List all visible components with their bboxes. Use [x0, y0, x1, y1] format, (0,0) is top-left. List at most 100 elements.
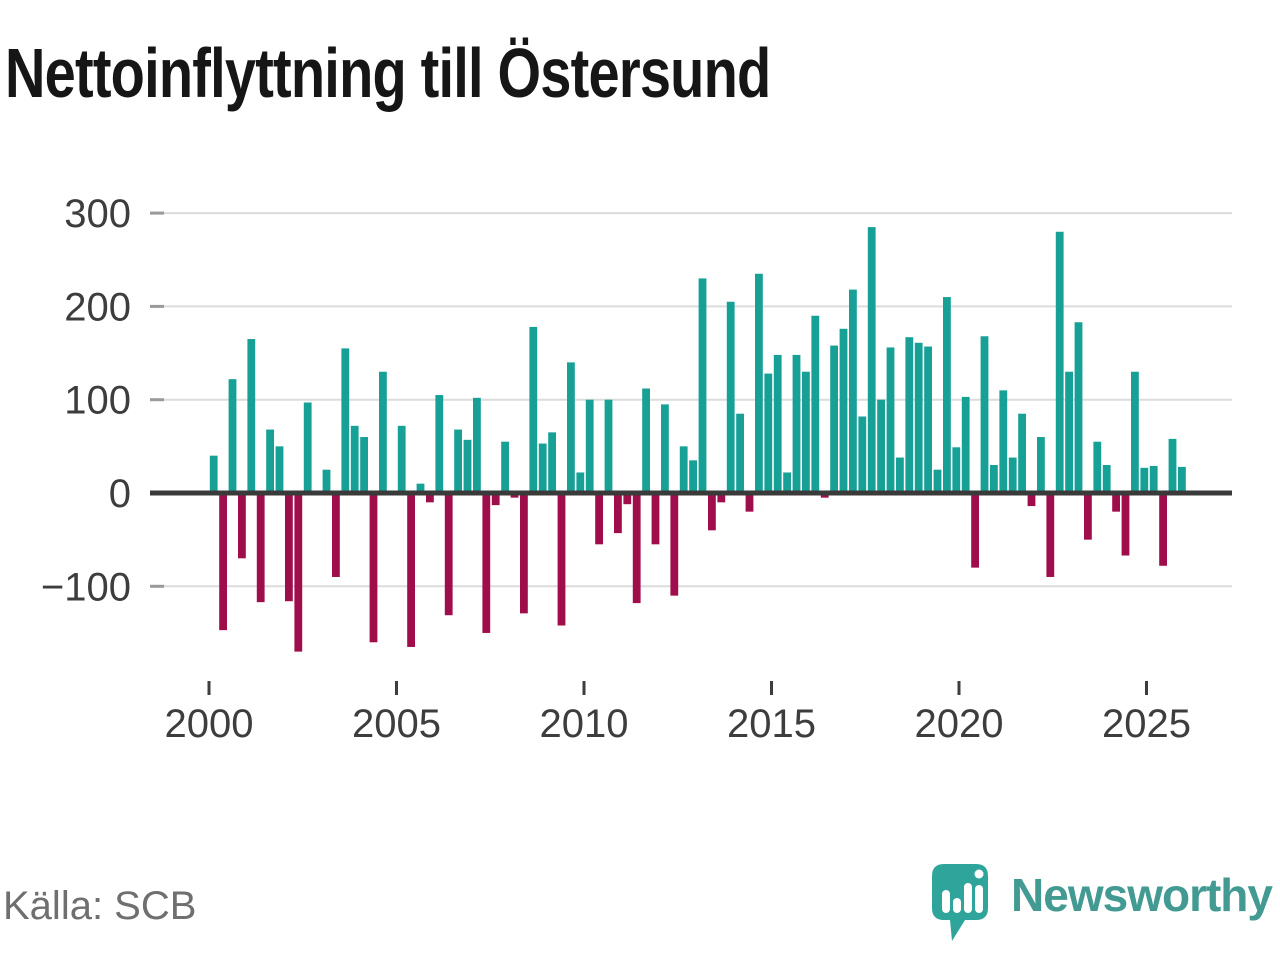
bar: [802, 371, 810, 493]
bar: [454, 429, 462, 493]
bar: [303, 402, 312, 493]
bar: [726, 301, 735, 493]
bar: [416, 483, 425, 493]
y-axis-label: 200: [64, 285, 131, 329]
x-axis-label: 2020: [915, 702, 1004, 746]
bar: [849, 289, 857, 493]
bar: [360, 437, 368, 493]
bar: [651, 493, 660, 545]
bar: [482, 493, 491, 633]
bar: [247, 339, 256, 493]
bar: [209, 455, 218, 493]
bar: [905, 337, 914, 493]
bar: [1112, 493, 1120, 512]
bar: [614, 493, 622, 534]
bar: [256, 493, 265, 603]
bar: [858, 416, 867, 493]
y-axis-label: 100: [64, 379, 131, 423]
bar: [867, 227, 876, 493]
y-axis-label: 0: [109, 472, 131, 516]
x-axis-label: 2000: [165, 702, 254, 746]
bar: [1008, 457, 1017, 493]
bar: [369, 493, 378, 643]
bar: [896, 457, 904, 493]
bar: [238, 493, 246, 559]
bar: [773, 354, 782, 493]
bar: [698, 278, 707, 493]
bar: [538, 443, 547, 493]
bar: [379, 371, 387, 493]
bar: [529, 326, 538, 493]
bar: [783, 472, 791, 493]
chart-title: Nettoinflyttning till Östersund: [5, 34, 771, 112]
newsworthy-logo: Newsworthy: [929, 858, 1273, 948]
bar: [755, 273, 763, 493]
bar: [1102, 465, 1111, 493]
bar: [764, 373, 773, 493]
bar: [961, 396, 970, 493]
bar: [1065, 371, 1073, 493]
bar: [341, 348, 350, 493]
bar: [473, 397, 481, 493]
bar: [980, 336, 989, 493]
bar: [990, 465, 998, 493]
bar: [952, 447, 961, 493]
bar: [839, 328, 848, 493]
bar: [501, 441, 509, 493]
bar: [1027, 493, 1036, 507]
bar: [1037, 437, 1045, 493]
bar: [679, 446, 688, 493]
bar: [1093, 441, 1102, 493]
bar: [548, 432, 556, 493]
bar: [1131, 371, 1139, 493]
bar: [350, 425, 359, 493]
source-note: Källa: SCB: [3, 884, 197, 928]
bar: [294, 493, 303, 652]
bar: [567, 362, 575, 493]
bar: [1178, 466, 1186, 493]
y-axis-label: 300: [64, 192, 131, 236]
newsworthy-speech-bubble-chart-icon: [932, 864, 989, 941]
bar: [1018, 413, 1026, 493]
bar: [285, 493, 293, 602]
bar: [407, 493, 415, 647]
bar: [914, 342, 923, 493]
bar: [971, 493, 979, 568]
bar: [943, 297, 951, 493]
bar: [322, 469, 331, 493]
bar: [1046, 493, 1055, 577]
bar: [444, 493, 453, 616]
bar: [576, 472, 585, 493]
bar: [792, 354, 801, 493]
bar: [877, 399, 885, 493]
bar: [632, 493, 641, 604]
brand-name: Newsworthy: [1011, 869, 1273, 921]
bar: [708, 493, 716, 531]
bar: [623, 493, 632, 505]
x-axis-label: 2015: [727, 702, 816, 746]
bar: [1084, 493, 1092, 540]
bar: [219, 493, 227, 631]
bar: [426, 493, 434, 503]
bar: [811, 315, 820, 493]
bar: [332, 493, 340, 577]
bar: [1074, 322, 1083, 493]
bar: [266, 429, 274, 493]
bar: [717, 493, 726, 503]
bar: [886, 347, 895, 493]
bar: [1121, 493, 1130, 556]
bar: [520, 493, 528, 614]
y-axis-label: −100: [41, 565, 131, 609]
bar: [463, 439, 472, 493]
bar: [924, 346, 932, 493]
bar: [736, 413, 744, 493]
bar: [604, 399, 613, 493]
bar: [830, 345, 838, 493]
bar: [557, 493, 566, 626]
bar: [1168, 438, 1177, 493]
bar: [397, 425, 406, 493]
bar: [585, 399, 594, 493]
bar: [1159, 493, 1167, 566]
x-axis-label: 2025: [1102, 702, 1191, 746]
